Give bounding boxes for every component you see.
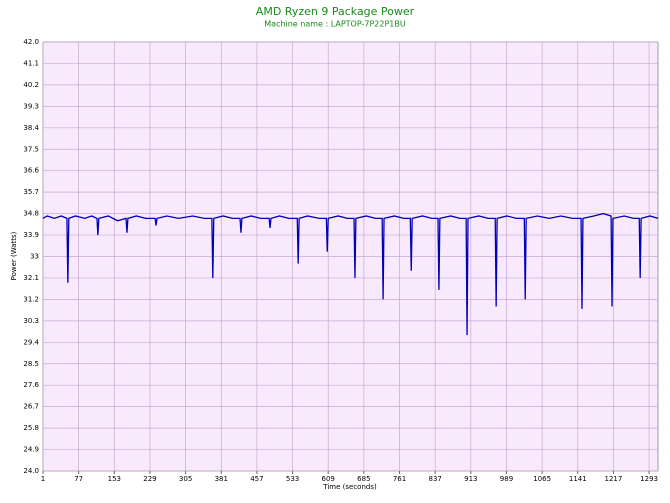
y-tick-label: 32.1: [23, 274, 39, 282]
x-tick-label: 153: [108, 475, 121, 483]
x-tick-label: 533: [286, 475, 299, 483]
x-tick-label: 305: [179, 475, 192, 483]
y-tick-label: 31.2: [23, 295, 39, 303]
chart-subtitle: Machine name : LAPTOP-7P22P1BU: [264, 20, 406, 29]
x-tick-label: 1293: [640, 475, 658, 483]
x-tick-label: 609: [322, 475, 335, 483]
y-tick-label: 28.5: [23, 360, 39, 368]
y-tick-label: 41.1: [23, 59, 39, 67]
x-tick-label: 761: [393, 475, 406, 483]
y-axis-label: Power (Watts): [10, 231, 18, 280]
y-tick-label: 24.0: [23, 467, 39, 475]
y-tick-label: 42.0: [23, 38, 39, 46]
y-tick-label: 30.3: [23, 317, 39, 325]
y-tick-label: 36.6: [23, 167, 39, 175]
x-tick-label: 685: [357, 475, 370, 483]
y-tick-label: 29.4: [23, 338, 39, 346]
x-tick-label: 457: [250, 475, 263, 483]
y-tick-label: 24.9: [23, 446, 39, 454]
y-tick-label: 26.7: [23, 403, 39, 411]
y-tick-label: 39.3: [23, 102, 39, 110]
x-tick-label: 1065: [533, 475, 551, 483]
y-tick-label: 27.6: [23, 381, 39, 389]
x-tick-label: 77: [74, 475, 83, 483]
data-line: [42, 212, 659, 336]
y-tick-label: 25.8: [23, 424, 39, 432]
x-tick-label: 381: [215, 475, 228, 483]
y-tick-label: 40.2: [23, 81, 39, 89]
y-tick-label: 34.8: [23, 210, 39, 218]
x-tick-label: 1: [41, 475, 45, 483]
x-tick-label: 229: [143, 475, 156, 483]
x-tick-label: 837: [428, 475, 441, 483]
y-tick-label: 33.9: [23, 231, 39, 239]
x-axis-label: Time (seconds): [322, 483, 377, 491]
y-tick-label: 38.4: [23, 124, 39, 132]
x-tick-label: 1217: [605, 475, 623, 483]
chart-title: AMD Ryzen 9 Package Power: [256, 5, 415, 18]
x-tick-label: 1141: [569, 475, 587, 483]
y-tick-label: 37.5: [23, 145, 39, 153]
x-tick-label: 989: [500, 475, 513, 483]
x-tick-label: 913: [464, 475, 477, 483]
y-tick-label: 35.7: [23, 188, 39, 196]
y-tick-label: 33: [30, 253, 39, 261]
